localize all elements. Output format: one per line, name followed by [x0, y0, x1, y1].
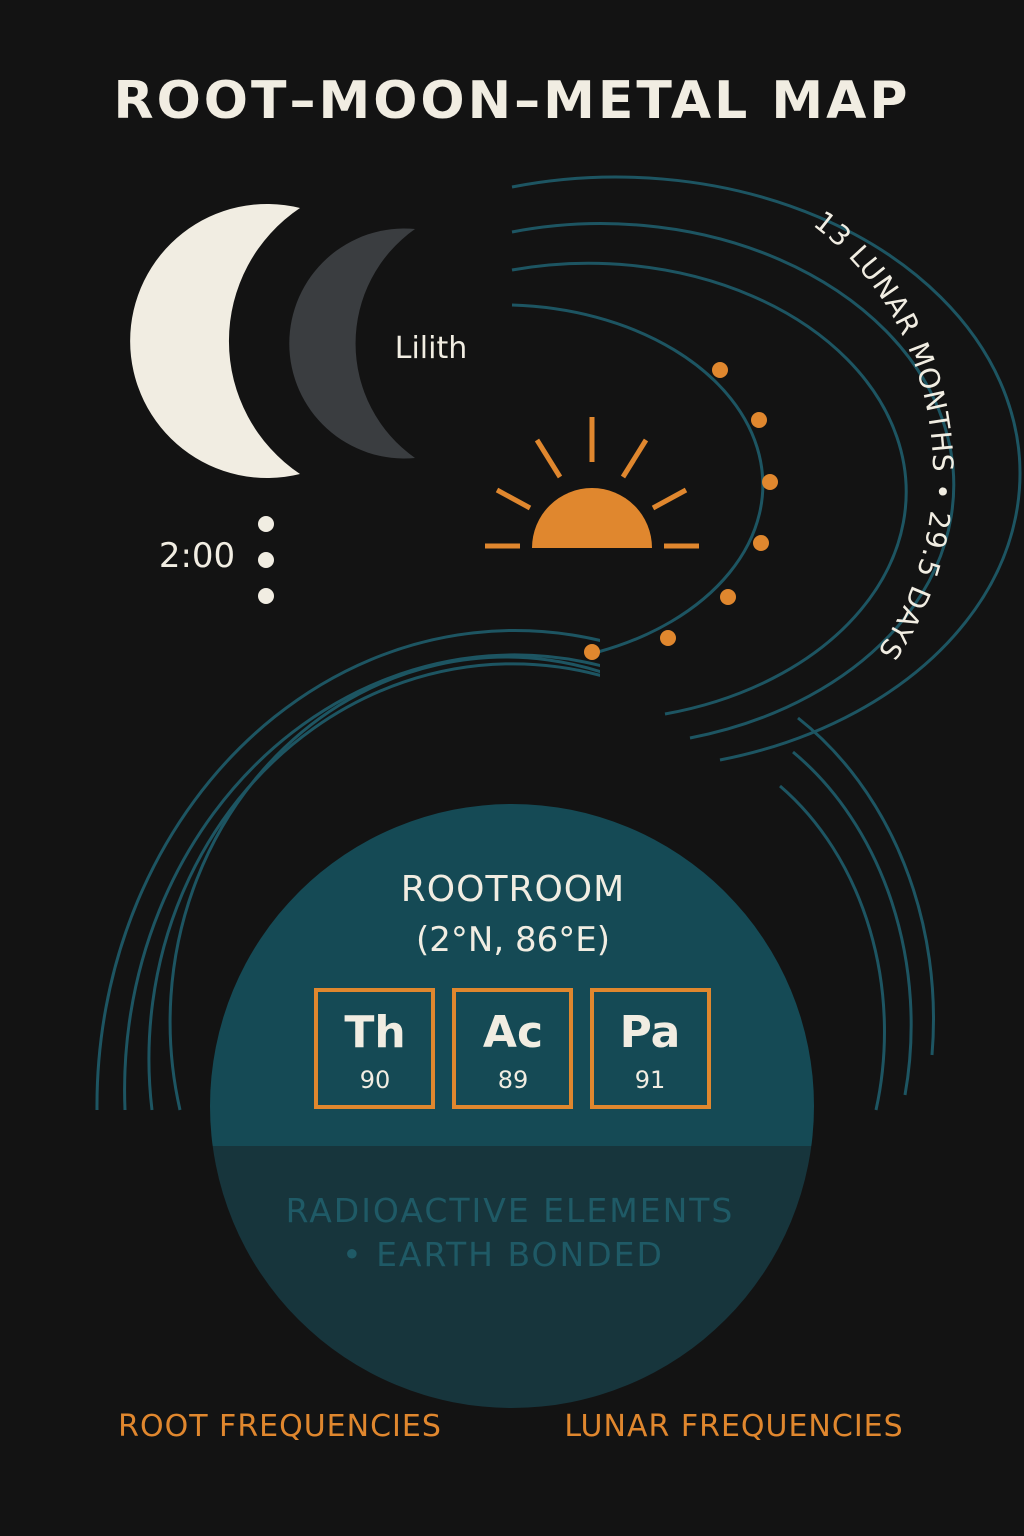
rising-sun-icon	[485, 417, 699, 549]
root-frequency-line	[123, 653, 600, 1111]
element-tile-th: Th 90	[314, 988, 435, 1109]
rootroom-title: ROOTROOM	[401, 869, 625, 910]
upper-orbit-lines	[511, 175, 1022, 762]
element-tile-pa: Pa 91	[590, 988, 711, 1109]
element-number: 89	[498, 1066, 529, 1094]
root-frequency-line	[168, 655, 600, 1111]
time-dot	[258, 516, 274, 532]
root-frequency-lines	[95, 629, 600, 1111]
upper-orbit-line	[511, 261, 908, 716]
lunar-month-dot	[762, 474, 778, 490]
lunar-frequency-line	[792, 750, 913, 1096]
time-label: 2:00	[159, 536, 235, 576]
rootroom-caption-line1: RADIOACTIVE ELEMENTS	[286, 1191, 735, 1230]
element-number: 90	[360, 1066, 391, 1094]
time-dot	[258, 552, 274, 568]
dark-moon-icon	[289, 228, 415, 459]
lunar-month-dot	[720, 589, 736, 605]
element-symbol: Ac	[483, 1007, 543, 1058]
lunar-month-dot	[660, 630, 676, 646]
page-title: ROOT–MOON–METAL MAP	[114, 71, 911, 131]
upper-orbit-line	[511, 303, 765, 654]
element-tile-ac: Ac 89	[452, 988, 573, 1109]
element-symbol: Pa	[620, 1007, 681, 1058]
root-frequency-line	[95, 629, 600, 1111]
lunar-month-dot	[584, 644, 600, 660]
lunar-frequency-line	[797, 716, 935, 1056]
lunar-month-dot	[753, 535, 769, 551]
upper-orbit-line	[511, 175, 1022, 762]
element-number: 91	[635, 1066, 666, 1094]
lilith-label: Lilith	[395, 331, 468, 366]
lunar-month-dots	[584, 362, 778, 660]
time-dots	[258, 516, 274, 604]
upper-orbit-line	[511, 222, 956, 740]
rootroom-coords: (2°N, 86°E)	[416, 920, 610, 960]
root-frequency-line	[147, 662, 600, 1111]
element-symbol: Th	[344, 1007, 405, 1058]
lunar-frequencies-label: LUNAR FREQUENCIES	[564, 1409, 903, 1444]
lunar-month-dot	[712, 362, 728, 378]
root-frequencies-label: ROOT FREQUENCIES	[118, 1409, 442, 1444]
crescent-moon-icon	[130, 204, 300, 478]
lunar-frequency-line	[779, 784, 886, 1111]
lunar-frequency-lines	[779, 716, 935, 1111]
time-dot	[258, 588, 274, 604]
lunar-month-dot	[751, 412, 767, 428]
rootroom-caption-line2: • EARTH BONDED	[342, 1235, 664, 1274]
